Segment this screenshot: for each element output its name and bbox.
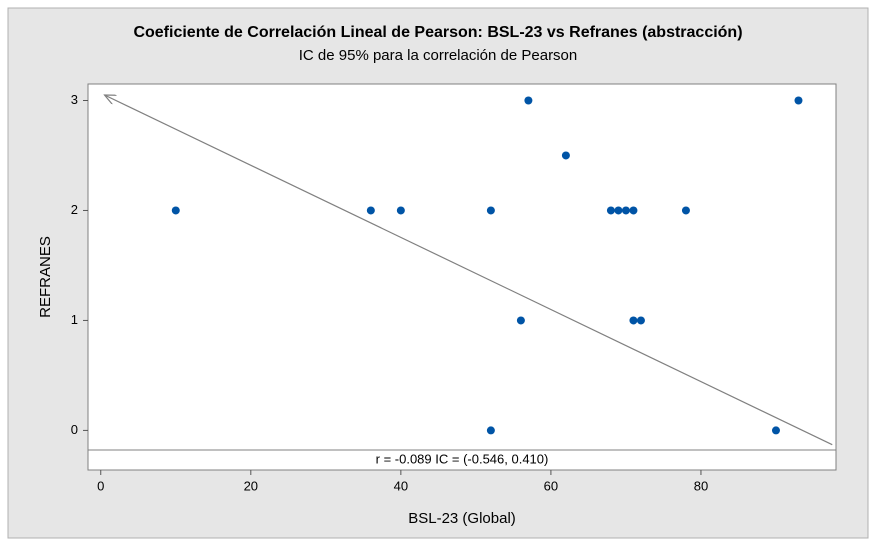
- x-tick-label: 80: [694, 478, 708, 493]
- point: [486, 426, 495, 435]
- point: [771, 426, 780, 435]
- x-tick-label: 20: [244, 478, 258, 493]
- point: [486, 206, 495, 215]
- y-tick-label: 1: [71, 312, 78, 327]
- x-tick-label: 0: [97, 478, 104, 493]
- point: [606, 206, 615, 215]
- y-axis-label: REFRANES: [37, 236, 54, 318]
- trend-arrow: [105, 95, 833, 446]
- x-tick-label: 40: [394, 478, 408, 493]
- point: [561, 151, 570, 160]
- point: [794, 96, 803, 105]
- plot-area: [87, 83, 837, 471]
- point: [366, 206, 375, 215]
- point: [636, 316, 645, 325]
- point: [629, 206, 638, 215]
- chart-title: Coeficiente de Correlación Lineal de Pea…: [133, 24, 742, 41]
- x-tick-label: 60: [544, 478, 558, 493]
- y-tick-label: 2: [71, 202, 78, 217]
- point: [621, 206, 630, 215]
- point: [516, 316, 525, 325]
- annotation: r = -0.089 IC = (-0.546, 0.410): [376, 451, 549, 466]
- x-axis-label: BSL-23 (Global): [408, 510, 516, 527]
- y-tick-label: 3: [71, 92, 78, 107]
- point: [681, 206, 690, 215]
- point: [171, 206, 180, 215]
- y-tick-label: 0: [71, 422, 78, 437]
- point: [614, 206, 623, 215]
- point: [524, 96, 533, 105]
- point: [629, 316, 638, 325]
- point: [396, 206, 405, 215]
- chart-subtitle: IC de 95% para la correlación de Pearson: [299, 47, 578, 64]
